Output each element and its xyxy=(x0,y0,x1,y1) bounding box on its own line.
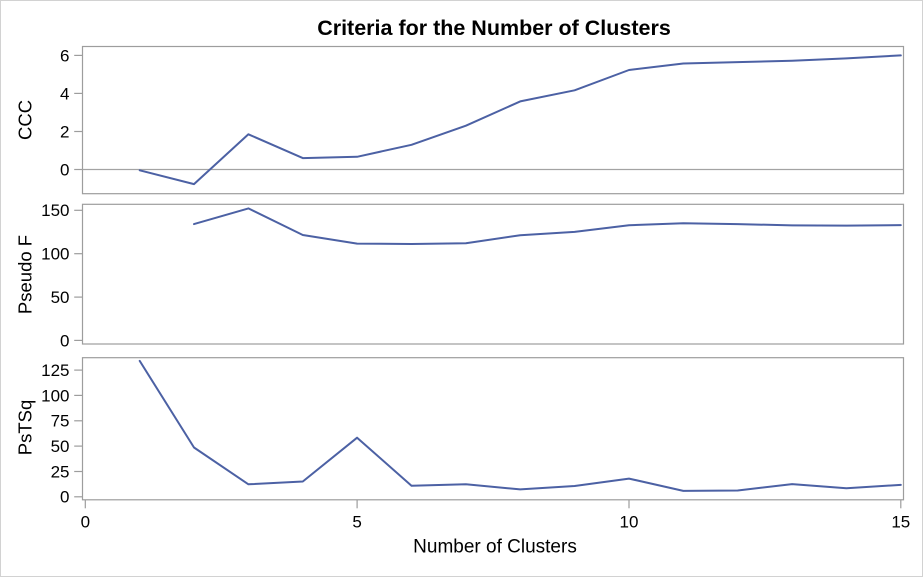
svg-text:Number of Clusters: Number of Clusters xyxy=(413,536,577,557)
svg-text:2: 2 xyxy=(60,122,69,141)
svg-text:4: 4 xyxy=(60,84,69,103)
svg-text:0: 0 xyxy=(60,488,69,507)
svg-text:Pseudo F: Pseudo F xyxy=(15,235,36,314)
svg-text:75: 75 xyxy=(51,412,70,431)
svg-text:25: 25 xyxy=(51,462,70,481)
svg-text:0: 0 xyxy=(60,160,69,179)
svg-text:CCC: CCC xyxy=(15,100,36,140)
svg-text:100: 100 xyxy=(41,245,69,264)
svg-text:5: 5 xyxy=(352,513,361,532)
svg-text:PsTSq: PsTSq xyxy=(15,400,36,456)
svg-text:150: 150 xyxy=(41,201,69,220)
svg-text:Criteria for the Number of Clu: Criteria for the Number of Clusters xyxy=(317,16,671,40)
svg-text:0: 0 xyxy=(81,513,90,532)
svg-text:50: 50 xyxy=(51,437,70,456)
svg-text:50: 50 xyxy=(51,288,70,307)
svg-text:125: 125 xyxy=(41,361,69,380)
svg-text:10: 10 xyxy=(620,513,639,532)
svg-text:100: 100 xyxy=(41,386,69,405)
svg-text:0: 0 xyxy=(60,331,69,350)
svg-text:6: 6 xyxy=(60,46,69,65)
svg-text:15: 15 xyxy=(891,513,910,532)
